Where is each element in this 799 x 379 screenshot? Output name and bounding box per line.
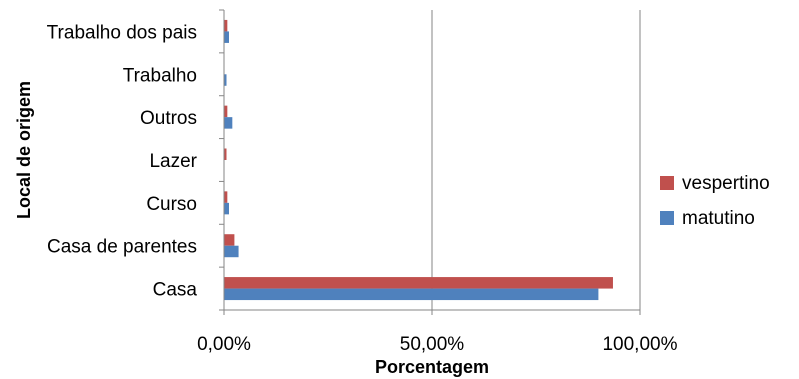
y-tick-label: Casa de parentes (47, 237, 197, 258)
bar-vespertino-6 (224, 19, 228, 32)
y-axis-title: Local de origem (14, 81, 34, 219)
gridlines (431, 10, 641, 310)
legend-label-vespertino: vespertino (682, 173, 770, 194)
legend-swatch-matutino (660, 211, 674, 225)
bar-matutino-2 (224, 202, 229, 215)
y-tick-label: Casa (153, 280, 198, 301)
bar-vespertino-0 (224, 277, 613, 289)
legend-swatch-vespertino (660, 176, 674, 190)
x-tick-label: 0,00% (197, 334, 251, 355)
bar-vespertino-1 (224, 234, 235, 246)
bar-matutino-4 (224, 117, 233, 129)
bar-vespertino-4 (224, 105, 228, 118)
bar-matutino-5 (224, 74, 227, 86)
bar-vespertino-2 (224, 191, 228, 203)
x-tick-label: 100,00% (602, 334, 677, 355)
y-tick-label: Lazer (149, 151, 197, 172)
bar-matutino-0 (224, 288, 599, 301)
y-tick-label: Curso (146, 194, 197, 215)
x-axis: 0,00% 50,00% 100,00% (197, 309, 678, 355)
x-axis-title: Porcentagem (375, 357, 489, 377)
legend-label-matutino: matutino (682, 208, 755, 229)
bar-matutino-6 (224, 31, 229, 43)
y-tick-label: Trabalho (123, 65, 197, 86)
bar-matutino-1 (224, 245, 239, 258)
y-tick-label: Outros (140, 108, 197, 129)
legend: vespertino matutino (660, 173, 770, 229)
x-tick-label: 50,00% (400, 334, 465, 355)
y-axis: Casa Casa de parentes Curso Lazer Outros Trab… (47, 9, 225, 311)
bar-vespertino-3 (224, 148, 227, 160)
y-tick-label: Trabalho dos pais (47, 22, 197, 43)
bars (224, 19, 613, 301)
